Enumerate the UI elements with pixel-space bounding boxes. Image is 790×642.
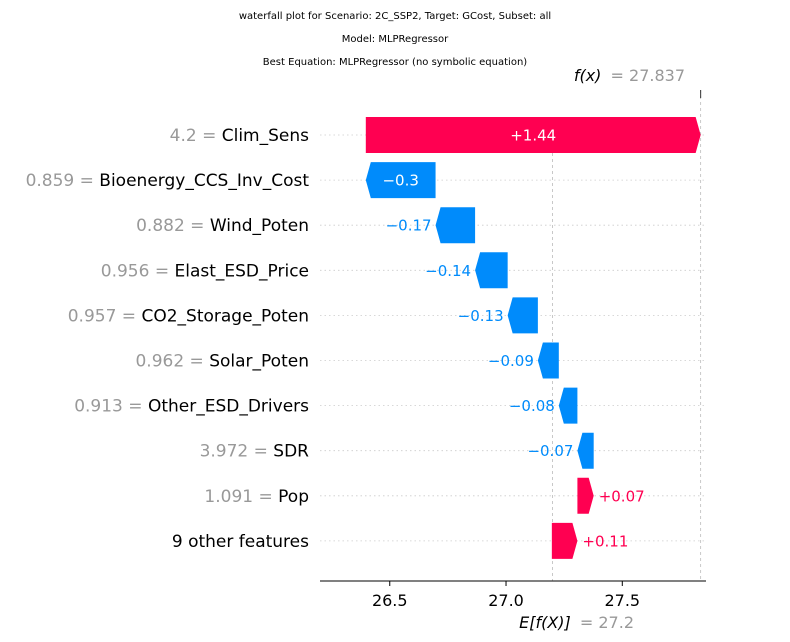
shap-value-label-9: +0.07 — [599, 487, 645, 505]
shap-value-label-6: −0.09 — [488, 352, 534, 370]
shap-bar-9 — [577, 477, 594, 514]
feature-name: Solar_Poten — [209, 352, 309, 372]
x-tick-label: 27.0 — [488, 591, 524, 610]
feature-value: 0.962 = — [135, 352, 209, 372]
shap-value-label-4: −0.14 — [425, 262, 471, 280]
chart-title-line-1: waterfall plot for Scenario: 2C_SSP2, Ta… — [239, 11, 551, 22]
feature-name: Wind_Poten — [210, 216, 309, 236]
shap-value-label-7: −0.08 — [509, 397, 555, 415]
feature-label-6: 0.962 = Solar_Poten — [135, 352, 309, 372]
shap-bar-1 — [365, 117, 701, 153]
shap-value-label-1: +1.44 — [510, 127, 556, 145]
chart-title-line-3: Best Equation: MLPRegressor (no symbolic… — [263, 57, 527, 68]
feature-name: 9 other features — [172, 532, 309, 552]
feature-value: 0.956 = — [101, 261, 175, 281]
feature-label-7: 0.913 = Other_ESD_Drivers — [74, 397, 309, 417]
feature-labels-layer: 4.2 = Clim_Sens 0.859 = Bioenergy_CCS_Inv… — [26, 126, 310, 552]
feature-name: Bioenergy_CCS_Inv_Cost — [99, 171, 309, 191]
feature-value: 4.2 = — [170, 126, 222, 146]
feature-label-3: 0.882 = Wind_Poten — [136, 216, 309, 236]
feature-name: Other_ESD_Drivers — [148, 397, 309, 417]
chart-title-line-2: Model: MLPRegressor — [342, 34, 449, 45]
feature-value: 0.913 = — [74, 397, 148, 417]
shap-bar-3 — [435, 207, 476, 244]
feature-label-4: 0.956 = Elast_ESD_Price — [101, 261, 309, 281]
feature-value: 3.972 = — [200, 442, 274, 462]
feature-name: Clim_Sens — [222, 126, 309, 146]
feature-name: CO2_Storage_Poten — [141, 306, 309, 326]
fx-label: f(x) — [574, 66, 602, 85]
shap-bar-10 — [551, 522, 578, 559]
shap-value-label-3: −0.17 — [386, 217, 432, 235]
shap-bar-6 — [537, 342, 559, 379]
fx-value: = 27.837 — [611, 66, 685, 85]
feature-name: Elast_ESD_Price — [175, 261, 310, 281]
feature-label-1: 4.2 = Clim_Sens — [170, 126, 309, 146]
shap-bar-7 — [558, 387, 578, 424]
shap-bar-2 — [365, 162, 436, 199]
feature-name: SDR — [273, 442, 309, 462]
base-value-annotation: E[f(X)] = 27.2 — [519, 613, 634, 632]
shap-bar-5 — [507, 297, 538, 334]
feature-label-10: 9 other features — [172, 532, 309, 552]
bars-layer: +1.44 −0.3 −0.17 −0.14 −0.13 −0.09 −0.08 −0.07 +… — [365, 117, 701, 559]
fx-annotation: f(x) = 27.837 — [574, 66, 685, 85]
feature-value: 0.957 = — [68, 306, 142, 326]
feature-name: Pop — [278, 487, 309, 507]
base-value-text: = 27.2 — [580, 613, 634, 632]
feature-label-5: 0.957 = CO2_Storage_Poten — [68, 306, 309, 326]
feature-value: 0.859 = — [26, 171, 100, 191]
shap-bar-8 — [577, 432, 594, 469]
shap-value-label-2: −0.3 — [382, 172, 418, 190]
x-axis: 26.5 27.0 27.5 — [320, 580, 706, 610]
feature-value: 1.091 = — [204, 487, 278, 507]
base-value-label: E[f(X)] — [519, 613, 571, 632]
shap-bar-4 — [475, 252, 508, 289]
feature-value: 0.882 = — [136, 216, 210, 236]
feature-label-9: 1.091 = Pop — [204, 487, 309, 507]
reference-lines — [552, 90, 702, 581]
shap-value-label-5: −0.13 — [458, 307, 504, 325]
shap-value-label-10: +0.11 — [582, 532, 628, 550]
feature-label-2: 0.859 = Bioenergy_CCS_Inv_Cost — [26, 171, 310, 191]
x-tick-label: 26.5 — [372, 591, 408, 610]
x-tick-label: 27.5 — [604, 591, 640, 610]
shap-value-label-8: −0.07 — [527, 442, 573, 460]
feature-label-8: 3.972 = SDR — [200, 442, 310, 462]
